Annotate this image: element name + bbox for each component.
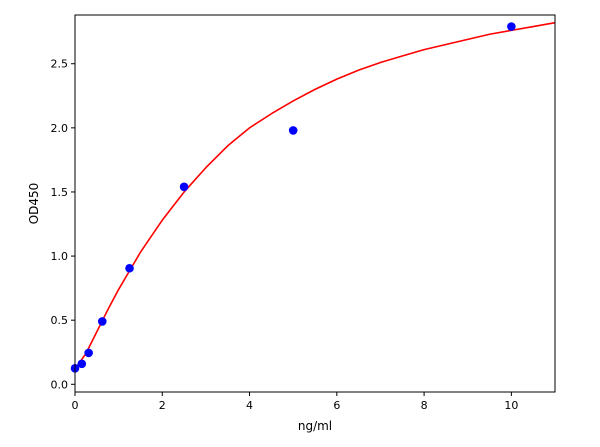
x-axis-label: ng/ml: [298, 419, 332, 433]
y-tick-label: 2.5: [51, 58, 69, 71]
y-axis-label: OD450: [27, 183, 41, 225]
y-tick-label: 2.0: [51, 122, 69, 135]
x-tick-label: 8: [421, 399, 428, 412]
y-tick-label: 1.0: [51, 250, 69, 263]
x-tick-label: 10: [504, 399, 518, 412]
y-axis-ticks: 0.0 0.5 1.0 1.5 2.0 2.5: [51, 58, 75, 391]
data-point: [84, 348, 93, 358]
y-tick-label: 0.5: [51, 314, 69, 327]
data-point: [97, 317, 107, 326]
fit-curve-layer: [74, 21, 556, 370]
y-tick-label: 1.5: [51, 186, 69, 199]
x-axis-ticks: 0 2 4 6 8 10: [72, 392, 518, 412]
x-tick-label: 6: [333, 399, 340, 412]
data-point: [288, 126, 298, 135]
x-tick-label: 0: [72, 399, 79, 412]
fit-curve-line: [74, 21, 556, 370]
data-point: [507, 22, 516, 31]
x-tick-label: 4: [246, 399, 253, 412]
data-point: [77, 359, 87, 369]
y-tick-label: 0.0: [51, 378, 69, 391]
data-point: [125, 263, 134, 273]
data-point: [179, 182, 189, 192]
data-points-layer: [70, 22, 516, 373]
plot-frame: [74, 14, 556, 393]
x-tick-label: 2: [159, 399, 166, 412]
